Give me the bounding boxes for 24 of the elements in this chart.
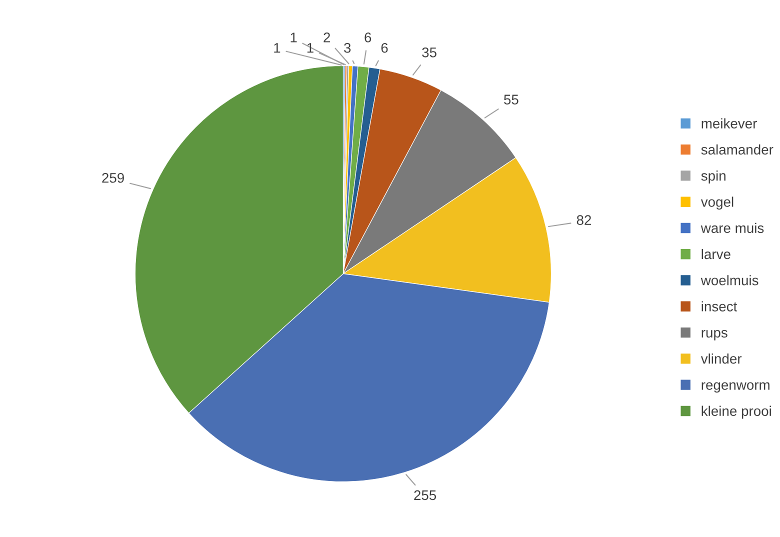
data-label: 259 [102, 172, 124, 183]
legend-label: meikever [702, 118, 757, 128]
data-label: 255 [414, 490, 436, 500]
data-label: 3 [344, 42, 351, 53]
data-label: 2 [324, 32, 330, 42]
legend-label: ware muis [700, 222, 764, 234]
legend-label: vlinder [700, 354, 742, 364]
legend-label: rups [702, 330, 728, 340]
legend-label: spin [701, 170, 726, 184]
data-label: 82 [576, 215, 592, 226]
legend-label: salamander [701, 144, 774, 155]
legend-label: larve [702, 248, 730, 260]
data-label: 6 [381, 42, 388, 53]
data-label: 55 [504, 94, 518, 104]
legend-label: vogel [700, 196, 734, 210]
legend-label: regenworm [702, 382, 770, 393]
legend-label: woelmuis [700, 275, 758, 286]
data-label: 1 [307, 43, 314, 53]
legend-label: kleine prooi [702, 406, 771, 419]
data-label: 1 [290, 32, 297, 42]
data-label: 35 [422, 47, 436, 58]
data-label: 6 [364, 32, 372, 42]
data-label: 1 [274, 43, 280, 53]
legend-label: insect [702, 301, 738, 312]
